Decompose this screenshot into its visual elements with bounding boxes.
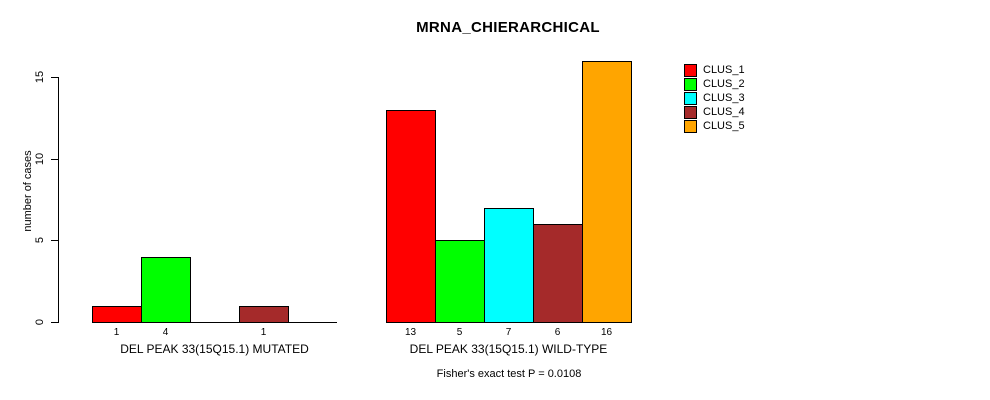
legend-entry: CLUS_3: [684, 91, 745, 105]
bar-clus-5: [582, 61, 632, 323]
bar-value-label: 7: [505, 327, 512, 338]
y-axis-tick-label: 15: [34, 70, 46, 84]
y-axis-tick-label: 10: [34, 152, 46, 165]
legend-label: CLUS_5: [703, 119, 745, 132]
y-axis-tick: [51, 322, 58, 323]
chart-title: MRNA_CHIERARCHICAL: [416, 19, 600, 36]
legend: CLUS_1 CLUS_2 CLUS_3 CLUS_4 CLUS_5: [684, 63, 745, 133]
legend-swatch-clus-4: [684, 105, 697, 119]
x-baseline: [92, 322, 337, 323]
bar-value-label: 4: [162, 327, 169, 338]
bar-clus-1: [92, 306, 142, 323]
legend-swatch-clus-1: [684, 63, 697, 77]
legend-entry: CLUS_2: [684, 77, 745, 91]
legend-entry: CLUS_5: [684, 119, 745, 133]
legend-entry: CLUS_4: [684, 105, 745, 119]
legend-label: CLUS_1: [703, 63, 745, 76]
bar-clus-1: [386, 110, 436, 323]
legend-swatch-clus-3: [684, 91, 697, 105]
x-group-label: DEL PEAK 33(15Q15.1) WILD-TYPE: [409, 342, 608, 356]
y-axis-label: number of cases: [22, 150, 34, 232]
bar-value-label: 1: [113, 327, 120, 338]
bar-value-label: 5: [456, 327, 463, 338]
y-axis-line: [58, 77, 59, 323]
bar-value-label: 1: [260, 327, 267, 338]
legend-swatch-clus-2: [684, 77, 697, 91]
legend-label: CLUS_4: [703, 105, 745, 118]
x-group-label: DEL PEAK 33(15Q15.1) MUTATED: [120, 342, 309, 356]
bar-clus-2: [141, 257, 191, 323]
bar-clus-4: [533, 224, 583, 323]
bar-value-label: 13: [404, 327, 417, 338]
y-axis-tick: [51, 77, 58, 78]
legend-swatch-clus-5: [684, 119, 697, 133]
y-axis-tick-label: 5: [34, 237, 46, 244]
y-axis-tick: [51, 158, 58, 160]
bar-value-label: 16: [600, 327, 613, 338]
y-axis-tick: [51, 240, 58, 242]
legend-label: CLUS_3: [703, 91, 745, 104]
bar-clus-2: [435, 240, 485, 323]
bar-value-label: 6: [554, 327, 561, 338]
bar-clus-3: [484, 208, 534, 323]
bar-clus-4: [239, 306, 289, 323]
y-axis-tick-label: 0: [34, 318, 46, 326]
legend-label: CLUS_2: [703, 77, 745, 90]
fisher-test-annotation: Fisher's exact test P = 0.0108: [436, 368, 582, 380]
legend-entry: CLUS_1: [684, 63, 745, 77]
